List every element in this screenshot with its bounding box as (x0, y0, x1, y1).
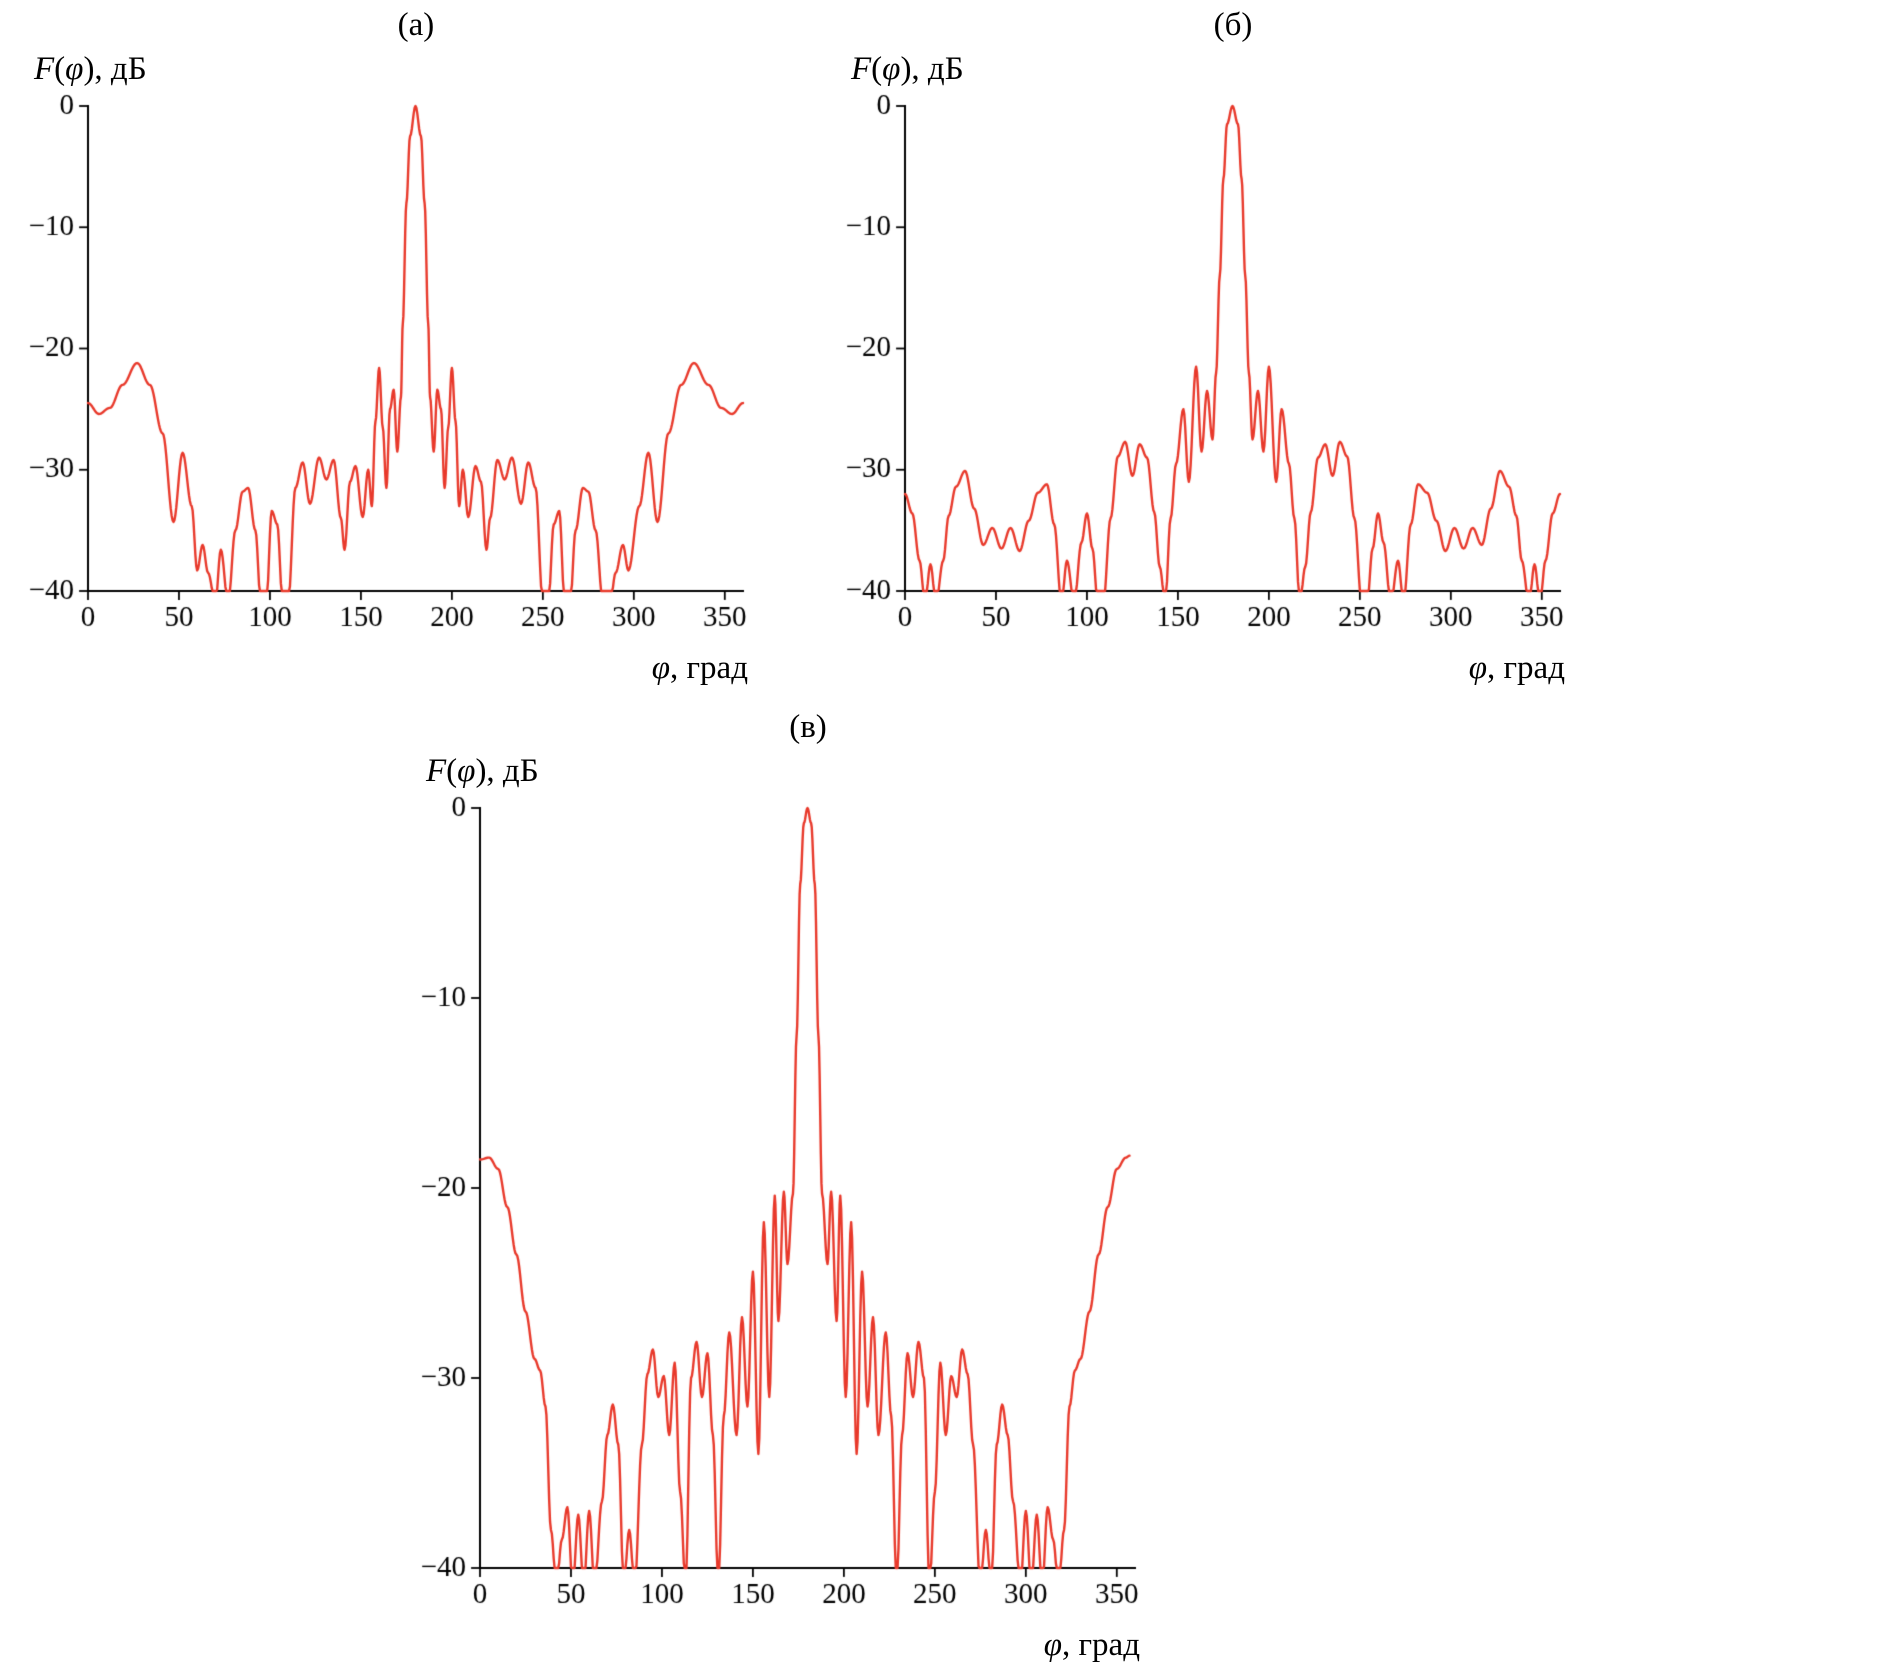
chart-b-canvas (817, 92, 1577, 648)
y-axis-label-a: F(φ), дБ (34, 46, 790, 92)
y-axis-label-unit: ), дБ (475, 753, 539, 789)
y-axis-label-phi: φ (882, 51, 901, 87)
panel-label-a: (а) (397, 7, 435, 43)
y-axis-label-open: ( (54, 51, 66, 87)
x-axis-label-unit: , град (670, 650, 748, 686)
y-axis-label-open: ( (446, 753, 458, 789)
y-axis-label-phi: φ (65, 51, 84, 87)
x-axis-label-v: φ, град (392, 1625, 1152, 1669)
y-axis-label-b: F(φ), дБ (851, 46, 1607, 92)
y-axis-label-open: ( (871, 51, 883, 87)
x-axis-label-a: φ, град (0, 648, 760, 692)
x-axis-label-b: φ, град (817, 648, 1577, 692)
chart-panel-b: (б) F(φ), дБ φ, град (817, 4, 1607, 692)
chart-v-canvas (392, 794, 1152, 1625)
panel-label-b: (б) (1213, 7, 1253, 43)
x-axis-label-phi: φ (651, 650, 671, 686)
y-axis-label-unit: ), дБ (900, 51, 964, 87)
x-axis-label-phi: φ (1043, 1627, 1063, 1663)
chart-panel-v: (в) F(φ), дБ φ, град (392, 706, 1182, 1669)
panel-label-v: (в) (789, 709, 827, 745)
chart-a-canvas (0, 92, 760, 648)
x-axis-label-phi: φ (1468, 650, 1488, 686)
y-axis-label-unit: ), дБ (83, 51, 147, 87)
y-axis-label-f: F (426, 753, 447, 789)
x-axis-label-unit: , град (1487, 650, 1565, 686)
y-axis-label-v: F(φ), дБ (426, 748, 1182, 794)
y-axis-label-f: F (851, 51, 872, 87)
x-axis-label-unit: , град (1062, 1627, 1140, 1663)
y-axis-label-f: F (34, 51, 55, 87)
chart-panel-a: (а) F(φ), дБ φ, град (0, 4, 790, 692)
y-axis-label-phi: φ (457, 753, 476, 789)
